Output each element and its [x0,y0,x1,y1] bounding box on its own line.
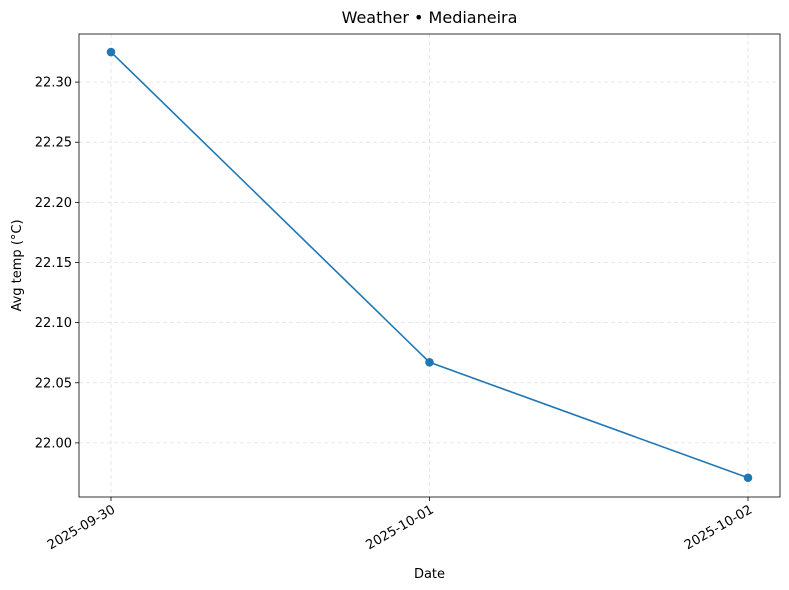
y-tick-label: 22.10 [35,316,72,331]
data-point [106,47,116,57]
data-point [425,358,434,367]
y-axis: 22.00 22.05 22.10 22.15 22.20 22.25 22.30 [35,76,79,451]
grid-layer [79,34,780,497]
chart-title: Weather • Medianeira [342,8,518,27]
data-point [743,473,753,483]
y-tick-label: 22.30 [35,76,72,91]
y-tick-label: 22.05 [35,376,72,391]
x-axis-label: Date [414,567,445,582]
y-tick-label: 22.15 [35,256,72,271]
y-tick-label: 22.20 [35,196,72,211]
y-tick-label: 22.25 [35,136,72,151]
y-axis-label: Avg temp (°C) [10,219,25,311]
y-tick-label: 22.00 [35,436,72,451]
series-layer [106,47,753,483]
